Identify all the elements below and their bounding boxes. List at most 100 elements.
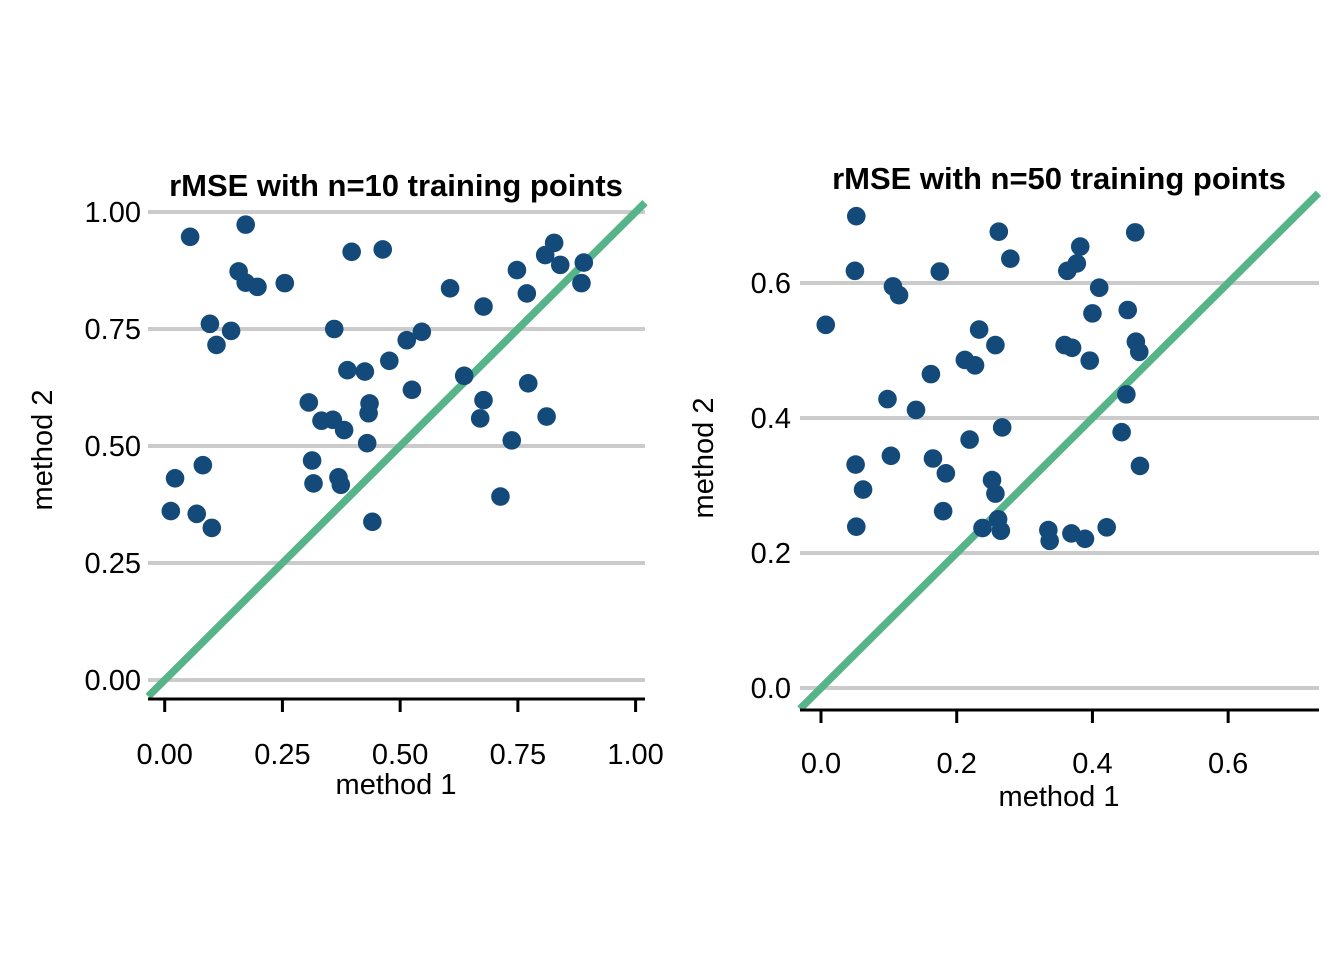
y-tick-label: 0.75 bbox=[85, 314, 141, 346]
data-point bbox=[572, 273, 591, 293]
data-point bbox=[200, 314, 220, 334]
data-point bbox=[1080, 351, 1100, 370]
y-tick-label: 0.2 bbox=[751, 538, 791, 570]
data-point bbox=[1112, 422, 1131, 442]
y-tick-label: 0.4 bbox=[751, 403, 791, 435]
y-tick-label: 1.00 bbox=[85, 197, 141, 229]
data-point bbox=[1001, 249, 1020, 268]
x-tick-label: 0.4 bbox=[1072, 748, 1112, 780]
data-point bbox=[180, 227, 200, 247]
data-point bbox=[299, 393, 319, 412]
data-point bbox=[846, 517, 866, 536]
x-axis-title: method 1 bbox=[999, 781, 1120, 813]
data-point bbox=[1040, 531, 1059, 551]
y-axis-title: method 2 bbox=[688, 398, 720, 519]
data-point bbox=[845, 261, 865, 281]
data-point bbox=[334, 420, 354, 440]
data-point bbox=[921, 364, 941, 384]
data-point bbox=[906, 400, 926, 420]
data-point bbox=[846, 455, 865, 474]
data-point bbox=[1130, 456, 1150, 476]
data-point bbox=[440, 278, 460, 298]
data-point bbox=[878, 389, 897, 409]
data-point bbox=[302, 451, 322, 470]
y-tick-label: 0.0 bbox=[751, 673, 791, 705]
data-point bbox=[202, 518, 222, 538]
data-point bbox=[992, 418, 1012, 437]
data-point bbox=[973, 518, 992, 538]
identity-line bbox=[145, 199, 648, 700]
data-point bbox=[380, 351, 399, 371]
data-point bbox=[304, 474, 323, 493]
data-point bbox=[193, 455, 213, 475]
data-point bbox=[355, 362, 375, 381]
data-point bbox=[373, 240, 393, 259]
y-tick-label: 0.25 bbox=[85, 548, 141, 580]
data-point bbox=[933, 501, 953, 521]
data-point bbox=[207, 335, 226, 355]
data-point bbox=[248, 277, 267, 297]
data-point bbox=[363, 512, 382, 532]
data-point bbox=[221, 321, 241, 341]
data-point bbox=[1118, 300, 1138, 320]
x-tick-label: 0.25 bbox=[254, 739, 310, 771]
identity-line bbox=[797, 190, 1322, 712]
scatter-chart-n50: 0.0 0.2 0.4 0.6 0.0 0.2 0.4 0.6 rMSE with n=50 t… bbox=[688, 161, 1322, 813]
data-point bbox=[1062, 338, 1082, 358]
data-point bbox=[342, 242, 361, 262]
data-point bbox=[1089, 278, 1109, 298]
x-tick-label: 0.0 bbox=[801, 748, 841, 780]
y-tick-label: 0.00 bbox=[85, 665, 141, 697]
scatter-chart-n10: 0.00 0.25 0.50 0.75 1.00 0.00 0.25 0.50 0.75 1.00… bbox=[27, 168, 664, 801]
data-point bbox=[936, 464, 956, 483]
data-point bbox=[989, 222, 1009, 241]
data-point bbox=[397, 330, 417, 350]
data-point bbox=[236, 215, 255, 234]
data-point bbox=[537, 407, 556, 426]
data-point bbox=[1075, 529, 1095, 549]
data-point bbox=[1083, 304, 1102, 323]
data-point bbox=[357, 433, 377, 453]
data-point bbox=[1070, 237, 1090, 256]
y-axis-title: method 2 bbox=[27, 390, 59, 511]
x-tick-label: 0.00 bbox=[136, 739, 192, 771]
x-tick-label: 0.6 bbox=[1208, 748, 1248, 780]
data-point bbox=[518, 373, 538, 393]
data-point bbox=[491, 487, 510, 506]
x-tick-label: 0.2 bbox=[937, 748, 977, 780]
data-point bbox=[574, 253, 594, 272]
data-point bbox=[412, 322, 432, 342]
data-point bbox=[889, 285, 909, 305]
data-point bbox=[969, 320, 989, 339]
data-point bbox=[544, 233, 564, 253]
data-point bbox=[1125, 223, 1145, 242]
chart-title: rMSE with n=10 training points bbox=[169, 168, 623, 203]
y-tick-label: 0.50 bbox=[85, 431, 141, 463]
x-axis-title: method 1 bbox=[336, 769, 457, 801]
data-point bbox=[930, 262, 950, 281]
data-point bbox=[991, 521, 1011, 541]
data-point bbox=[165, 468, 185, 488]
data-point bbox=[846, 206, 866, 226]
data-point bbox=[470, 409, 490, 428]
data-point bbox=[853, 480, 873, 499]
data-point bbox=[502, 431, 522, 450]
data-point bbox=[324, 319, 344, 339]
x-tick-label: 1.00 bbox=[607, 739, 663, 771]
data-point bbox=[965, 356, 985, 375]
data-point bbox=[161, 501, 181, 521]
data-point bbox=[474, 390, 493, 410]
data-point bbox=[550, 255, 570, 275]
data-point bbox=[507, 260, 527, 280]
data-point bbox=[986, 335, 1005, 355]
x-tick-label: 0.50 bbox=[372, 739, 428, 771]
y-tick-label: 0.6 bbox=[751, 268, 791, 300]
data-point bbox=[474, 297, 493, 316]
data-point bbox=[454, 366, 474, 386]
data-point bbox=[923, 449, 943, 468]
data-point bbox=[517, 284, 537, 303]
data-point bbox=[187, 504, 207, 524]
x-tick-label: 0.75 bbox=[490, 739, 546, 771]
data-point bbox=[986, 484, 1005, 503]
